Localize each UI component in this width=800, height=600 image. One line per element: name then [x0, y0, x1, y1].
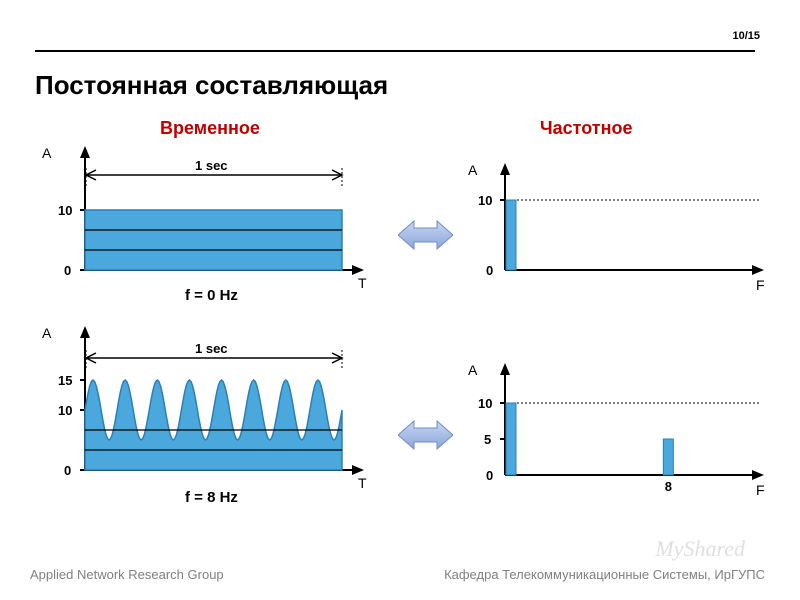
ytick-0: 0 — [486, 468, 493, 483]
chart-time-8hz: A T 15 10 0 1 sec f = 8 Hz — [30, 320, 390, 510]
y-axis-label: A — [42, 145, 52, 161]
footer-right: Кафедра Телекоммуникационные Системы, Ир… — [444, 567, 765, 582]
caption: f = 0 Hz — [185, 287, 238, 304]
y-axis-label: A — [468, 162, 478, 178]
col-header-time: Временное — [160, 118, 260, 139]
span-label: 1 sec — [195, 158, 228, 173]
chart-time-0hz: A T 10 0 1 sec f = 0 Hz — [30, 140, 390, 305]
x-axis-label: F — [756, 482, 765, 498]
freq-bar-0 — [506, 403, 516, 475]
page-number: 10/15 — [732, 30, 760, 42]
ytick-10: 10 — [478, 396, 492, 411]
x-axis-label: F — [756, 277, 765, 293]
freq-bar-0 — [506, 200, 516, 270]
slide-title: Постоянная составляющая — [35, 70, 388, 101]
col-header-freq: Частотное — [540, 118, 633, 139]
ytick-0: 0 — [64, 463, 71, 478]
divider — [35, 50, 755, 52]
watermark: MyShared — [655, 536, 745, 562]
x-axis-label: T — [358, 475, 367, 491]
chart-freq-8hz: A F 10 5 0 8 — [450, 355, 780, 505]
footer-left: Applied Network Research Group — [30, 567, 224, 582]
ytick-10: 10 — [58, 403, 72, 418]
span-label: 1 sec — [195, 341, 228, 356]
x-axis-label: T — [358, 275, 367, 291]
ytick-0: 0 — [486, 263, 493, 278]
bidir-arrow-icon — [398, 215, 453, 255]
y-axis-label: A — [468, 362, 478, 378]
ytick-10: 10 — [478, 193, 492, 208]
chart-freq-0hz: A F 10 0 — [450, 155, 780, 300]
ytick-15: 15 — [58, 373, 72, 388]
ytick-0: 0 — [64, 263, 71, 278]
wave-fill — [85, 380, 342, 470]
ytick-5: 5 — [484, 432, 491, 447]
freq-bar-8 — [663, 439, 673, 475]
xtick-8: 8 — [665, 479, 672, 494]
caption: f = 8 Hz — [185, 489, 238, 506]
ytick-10: 10 — [58, 203, 72, 218]
dc-block — [85, 210, 342, 270]
y-axis-label: A — [42, 325, 52, 341]
bidir-arrow-icon — [398, 415, 453, 455]
